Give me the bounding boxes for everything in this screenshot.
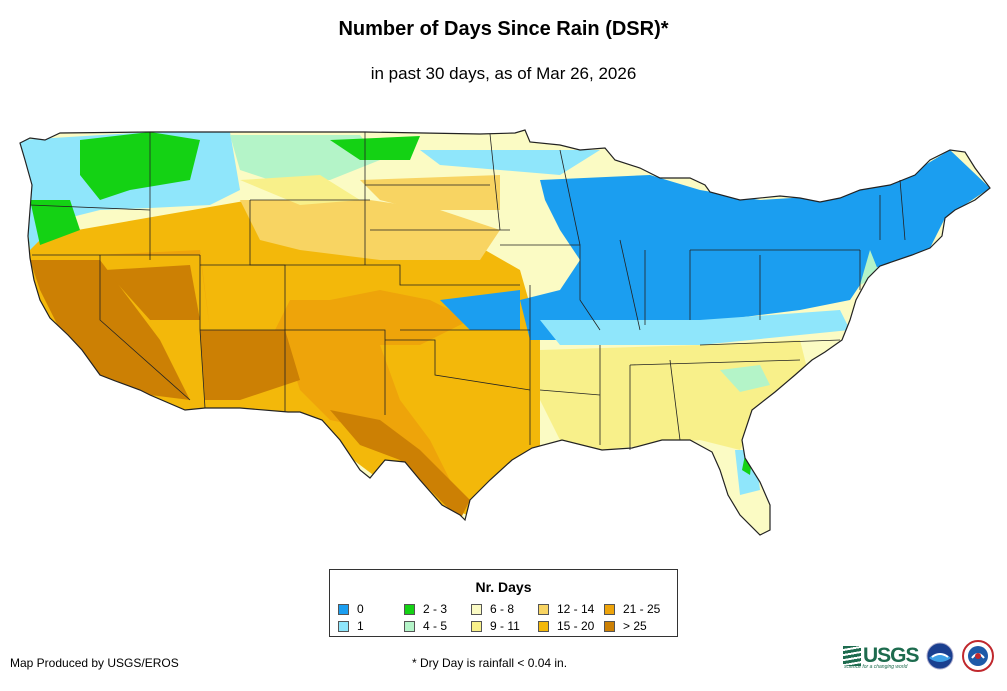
legend-item: 15 - 20 <box>538 619 594 633</box>
legend-item: 0 <box>338 602 364 616</box>
legend-label: 1 <box>357 619 364 633</box>
region-0-ne <box>520 150 990 340</box>
map-title: Number of Days Since Rain (DSR)* <box>338 18 669 40</box>
noaa-icon <box>926 642 954 670</box>
legend-swatch <box>604 603 615 615</box>
legend-swatch <box>538 603 549 615</box>
region-2-3-nw <box>80 132 200 200</box>
usgs-logo-text: USGS <box>863 644 920 667</box>
region-over-25-tx <box>330 410 470 520</box>
legend-item: 1 <box>338 619 364 633</box>
legend-title: Nr. Days <box>475 579 532 595</box>
usgs-tagline: science for a changing world <box>844 664 908 670</box>
legend-label: 6 - 8 <box>490 602 515 616</box>
legend-label: 4 - 5 <box>423 619 448 633</box>
legend-label: > 25 <box>623 619 647 633</box>
legend-swatch <box>404 620 415 632</box>
state-borders <box>19 129 991 536</box>
region-over-25-nv <box>105 265 200 320</box>
region-12-14-sd <box>360 175 500 210</box>
legend-label: 21 - 25 <box>623 602 661 616</box>
legend-label: 2 - 3 <box>423 602 448 616</box>
legend: Nr. Days 0 1 2 - 3 4 - 5 6 - 8 9 - 11 12… <box>329 569 678 637</box>
legend-swatch <box>338 620 349 632</box>
region-9-11-wy <box>240 175 360 205</box>
legend-swatch <box>338 603 349 615</box>
legend-item: 21 - 25 <box>604 602 660 616</box>
region-2-3-coast <box>30 200 80 245</box>
legend-label: 12 - 14 <box>557 602 595 616</box>
legend-swatch <box>471 620 482 632</box>
region-1-nd <box>420 150 600 175</box>
credit-text: Map Produced by USGS/EROS <box>10 656 179 670</box>
legend-item: > 25 <box>604 619 647 633</box>
region-over-25-az <box>200 330 300 400</box>
legend-item: 9 - 11 <box>471 619 520 633</box>
legend-swatch <box>471 603 482 615</box>
legend-swatch <box>604 620 615 632</box>
legend-swatch <box>404 603 415 615</box>
legend-label: 15 - 20 <box>557 619 595 633</box>
region-0-ks <box>440 290 520 330</box>
legend-swatch <box>538 620 549 632</box>
usgs-wave-icon <box>843 646 861 666</box>
region-1-ohvalley <box>540 310 850 345</box>
legend-item: 4 - 5 <box>404 619 447 633</box>
legend-item: 6 - 8 <box>471 602 514 616</box>
legend-label: 9 - 11 <box>490 619 520 633</box>
legend-item: 2 - 3 <box>404 602 447 616</box>
map-subtitle: in past 30 days, as of Mar 26, 2026 <box>370 64 637 83</box>
usgs-logo: USGS <box>843 644 920 668</box>
conus-dsr-map <box>19 129 991 536</box>
region-4-5-ga <box>720 365 770 392</box>
footnote-text: * Dry Day is rainfall < 0.04 in. <box>412 656 568 670</box>
region-over-25-ca <box>30 260 190 400</box>
nws-icon <box>962 640 994 672</box>
region-9-11-se <box>540 340 810 450</box>
legend-label: 0 <box>357 602 364 616</box>
legend-item: 12 - 14 <box>538 602 594 616</box>
region-2-3-mt <box>330 136 420 160</box>
